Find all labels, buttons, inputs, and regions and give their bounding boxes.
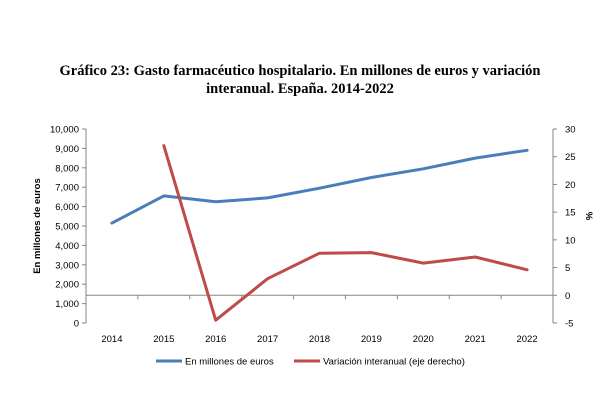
y2-tick-label: 0 bbox=[565, 291, 570, 302]
data-point-variacion bbox=[162, 144, 166, 147]
y2-tick-label: 15 bbox=[565, 208, 576, 219]
data-point-variacion bbox=[525, 268, 529, 271]
y-tick-label: 7,000 bbox=[55, 183, 79, 194]
data-point-euros bbox=[422, 167, 425, 170]
x-tick-label: 2017 bbox=[257, 334, 278, 345]
y2-tick-label: 5 bbox=[565, 263, 570, 274]
y2-tick-label: 10 bbox=[565, 235, 576, 246]
y-tick-label: 4,000 bbox=[55, 241, 79, 252]
y2-tick-label: 25 bbox=[565, 152, 576, 163]
y-tick-label: 3,000 bbox=[55, 260, 79, 271]
chart-title: Gráfico 23: Gasto farmacéutico hospitala… bbox=[0, 62, 600, 98]
x-tick-label: 2014 bbox=[101, 334, 122, 345]
data-point-variacion bbox=[370, 251, 373, 254]
y-tick-label: 2,000 bbox=[55, 280, 79, 291]
data-point-euros bbox=[525, 149, 529, 152]
y-axis-label: En millones de euros bbox=[32, 178, 43, 274]
data-point-variacion bbox=[318, 251, 321, 255]
x-tick-label: 2016 bbox=[205, 334, 226, 345]
y-tick-label: 5,000 bbox=[55, 222, 79, 233]
y-tick-label: 6,000 bbox=[55, 202, 79, 213]
data-point-euros bbox=[214, 200, 217, 203]
x-tick-label: 2021 bbox=[465, 334, 486, 345]
y2-axis-label: % bbox=[583, 212, 594, 221]
legend: En millones de euros Variación interanual… bbox=[156, 357, 465, 368]
data-point-variacion bbox=[266, 277, 269, 280]
x-tick-label: 2015 bbox=[153, 334, 174, 345]
y-tick-label: 0 bbox=[74, 319, 79, 330]
y-tick-label: 9,000 bbox=[55, 144, 79, 155]
series-line-euros bbox=[110, 148, 529, 225]
legend-label-variacion: Variación interanual (eje derecho) bbox=[323, 357, 465, 368]
data-point-euros bbox=[266, 196, 269, 200]
series-line-variacion bbox=[162, 144, 529, 322]
y-tick-label: 10,000 bbox=[50, 125, 79, 136]
data-point-euros bbox=[370, 176, 373, 179]
data-point-euros bbox=[473, 156, 477, 160]
x-tick-label: 2018 bbox=[309, 334, 330, 345]
y2-tick-label: 20 bbox=[565, 180, 576, 191]
y2-tick-label: -5 bbox=[565, 319, 573, 330]
y2-tick-label: 30 bbox=[565, 125, 576, 136]
y-tick-label: 8,000 bbox=[55, 163, 79, 174]
data-point-variacion bbox=[422, 261, 425, 265]
data-point-euros bbox=[318, 186, 321, 190]
x-tick-label: 2020 bbox=[413, 334, 434, 345]
data-point-variacion bbox=[214, 319, 217, 322]
y-tick-label: 1,000 bbox=[55, 299, 79, 310]
x-tick-label: 2019 bbox=[361, 334, 382, 345]
chart-title-line-2: interanual. España. 2014-2022 bbox=[206, 81, 394, 97]
data-point-euros bbox=[110, 221, 114, 225]
legend-label-euros: En millones de euros bbox=[185, 357, 274, 368]
data-point-variacion bbox=[473, 255, 477, 259]
chart-title-line-1: Gráfico 23: Gasto farmacéutico hospitala… bbox=[59, 63, 541, 79]
x-tick-label: 2022 bbox=[516, 334, 537, 345]
data-point-euros bbox=[162, 194, 166, 198]
